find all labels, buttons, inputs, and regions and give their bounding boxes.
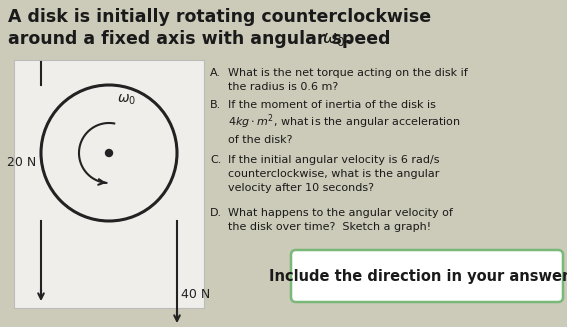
Text: D.: D. xyxy=(210,208,222,218)
Text: A disk is initially rotating counterclockwise: A disk is initially rotating countercloc… xyxy=(8,8,431,26)
Text: $\omega_0$.: $\omega_0$. xyxy=(322,30,352,48)
Text: 40 N: 40 N xyxy=(181,288,210,301)
Text: around a fixed axis with angular speed: around a fixed axis with angular speed xyxy=(8,30,396,48)
Text: $4kg \cdot m^2$, what is the angular acceleration
of the disk?: $4kg \cdot m^2$, what is the angular acc… xyxy=(228,112,461,145)
Text: If the moment of inertia of the disk is: If the moment of inertia of the disk is xyxy=(228,100,436,110)
FancyBboxPatch shape xyxy=(291,250,563,302)
Text: 20 N: 20 N xyxy=(7,157,36,169)
Text: A.: A. xyxy=(210,68,221,78)
Text: What happens to the angular velocity of
the disk over time?  Sketch a graph!: What happens to the angular velocity of … xyxy=(228,208,453,232)
Text: B.: B. xyxy=(210,100,221,110)
Text: Include the direction in your answers!: Include the direction in your answers! xyxy=(269,268,567,284)
Text: If the initial angular velocity is 6 rad/s
counterclockwise, what is the angular: If the initial angular velocity is 6 rad… xyxy=(228,155,439,193)
Text: C.: C. xyxy=(210,155,221,165)
Text: $\omega_0$: $\omega_0$ xyxy=(117,93,136,107)
FancyBboxPatch shape xyxy=(14,60,204,308)
Circle shape xyxy=(105,149,112,157)
Text: What is the net torque acting on the disk if
the radius is 0.6 m?: What is the net torque acting on the dis… xyxy=(228,68,468,92)
